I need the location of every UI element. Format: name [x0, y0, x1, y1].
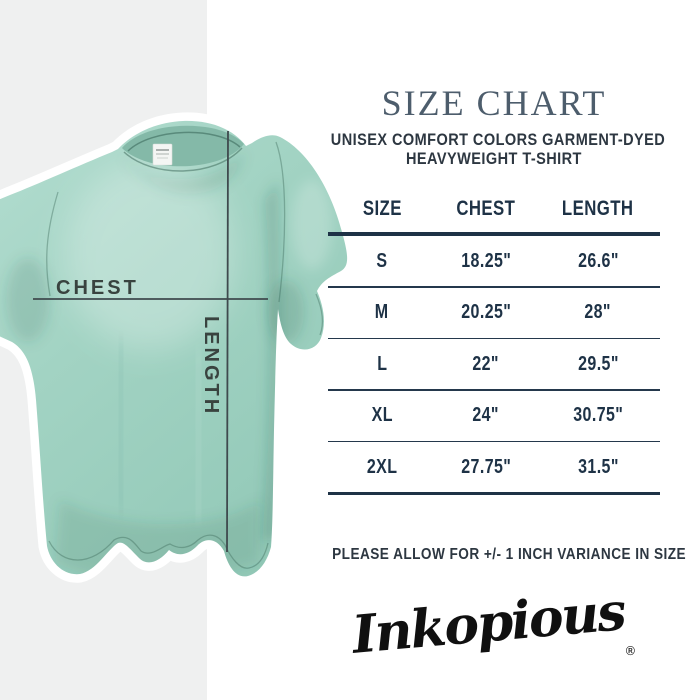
table-header-row: SIZE CHEST LENGTH	[328, 186, 660, 232]
right-sleeve-seam	[275, 141, 286, 303]
size-cell: XL	[371, 404, 393, 427]
column-header-length: LENGTH	[562, 197, 634, 220]
length-cell: 28"	[584, 301, 612, 324]
length-measure-label: LENGTH	[200, 316, 222, 417]
table-row: S 18.25" 26.6"	[328, 236, 660, 286]
variance-note: PLEASE ALLOW FOR +/- 1 INCH VARIANCE IN …	[332, 546, 687, 563]
chest-cell: 22"	[472, 352, 500, 375]
brand-logo-text: Inkopious	[349, 581, 627, 666]
length-cell: 31.5"	[577, 455, 619, 478]
left-sleeve-seam	[46, 191, 59, 297]
row-divider	[328, 440, 660, 443]
length-cell: 26.6"	[577, 249, 619, 272]
size-cell: L	[376, 352, 388, 375]
registered-trademark-icon: ®	[624, 644, 637, 658]
table-row: L 22" 29.5"	[328, 339, 660, 389]
row-divider	[328, 389, 660, 391]
brand-logo: Inkopious®	[328, 581, 660, 668]
neckline-seam	[123, 147, 243, 172]
column-header-size: SIZE	[362, 197, 402, 220]
length-measure-line	[226, 130, 229, 553]
chest-cell: 20.25"	[460, 301, 512, 324]
comfort-colors-tag	[152, 143, 173, 166]
subtitle: UNISEX COMFORT COLORS GARMENT-DYED HEAVY…	[308, 131, 680, 169]
page-title: SIZE CHART	[381, 83, 607, 123]
subtitle-line2: HEAVYWEIGHT T-SHIRT	[406, 150, 582, 168]
table-row: M 20.25" 28"	[328, 288, 660, 338]
chest-cell: 18.25"	[460, 249, 512, 272]
size-cell: S	[376, 249, 388, 272]
hem-stitch	[48, 534, 269, 569]
row-divider	[328, 286, 660, 288]
table-row: XL 24" 30.75"	[328, 391, 660, 441]
right-cuff-stitch	[315, 293, 324, 336]
subtitle-line1: UNISEX COMFORT COLORS GARMENT-DYED	[330, 131, 666, 149]
size-cell: 2XL	[366, 455, 398, 478]
chest-cell: 24"	[472, 404, 500, 427]
length-cell: 29.5"	[577, 352, 619, 375]
chest-cell: 27.75"	[460, 455, 512, 478]
column-header-chest: CHEST	[456, 197, 516, 220]
collar-band-seam	[127, 131, 241, 152]
table-header-rule	[328, 232, 660, 236]
row-divider	[328, 337, 660, 340]
chest-measure-label: CHEST	[56, 277, 139, 299]
size-cell: M	[375, 301, 389, 324]
table-bottom-rule	[328, 492, 660, 495]
collar-opening	[122, 125, 244, 167]
length-cell: 30.75"	[572, 404, 624, 427]
table-row: 2XL 27.75" 31.5"	[328, 442, 660, 492]
size-table: SIZE CHEST LENGTH S 18.25" 26.6" M 20.25…	[328, 186, 660, 495]
